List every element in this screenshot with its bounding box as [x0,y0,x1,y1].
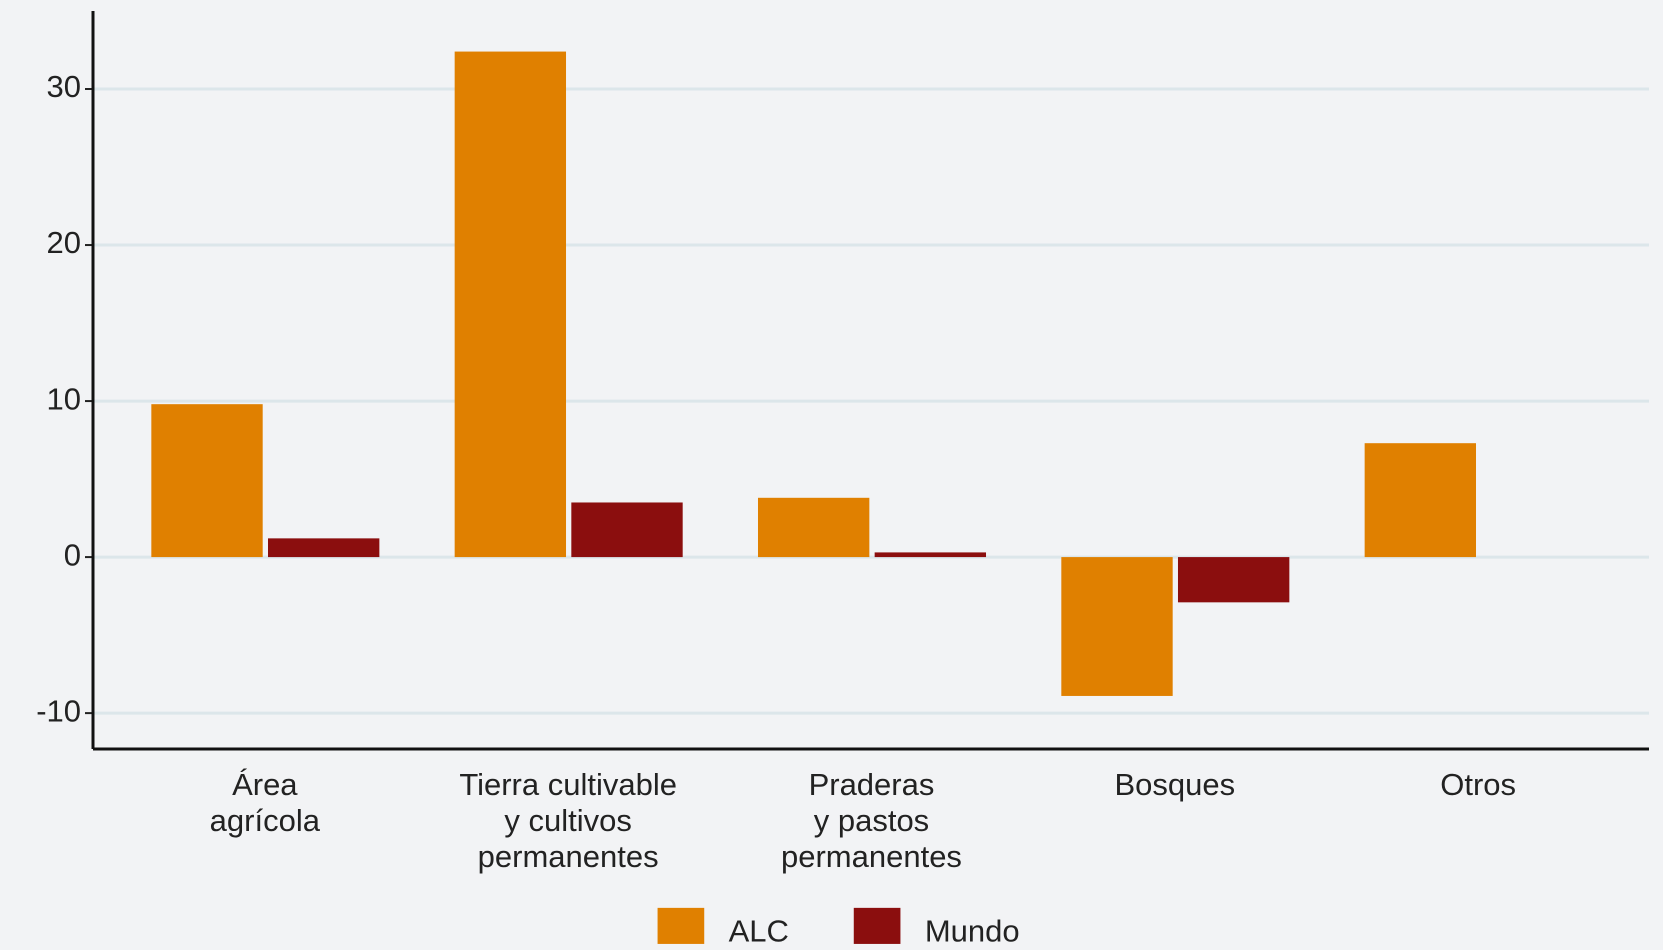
x-tick-label: Bosques [1114,767,1235,802]
x-tick-label: Praderas [809,767,935,802]
bar [1061,557,1173,696]
x-tick-label: y pastos [814,803,929,838]
x-tick-label: Tierra cultivable [459,767,677,802]
bar [151,404,263,558]
bar [1364,443,1477,558]
legend-label: ALC [729,914,789,949]
x-tick-label: Otros [1440,767,1516,802]
bar [571,502,683,558]
x-tick-label: Área [232,767,298,802]
legend-swatch [657,907,705,944]
y-tick-label: 0 [64,537,81,572]
bar [454,51,567,558]
legend-swatch [853,907,901,944]
x-tick-label: agrícola [210,803,321,838]
x-tick-label: permanentes [478,839,659,874]
y-tick-label: 30 [47,69,81,104]
bar [1177,557,1290,603]
y-tick-label: 10 [47,381,81,416]
legend-label: Mundo [925,914,1020,949]
x-tick-label: permanentes [781,839,962,874]
bar [267,538,380,558]
y-tick-label: -10 [36,693,81,728]
x-tick-label: y cultivos [504,803,631,838]
bar [757,497,870,558]
y-tick-label: 20 [47,225,81,260]
bar [874,552,987,558]
